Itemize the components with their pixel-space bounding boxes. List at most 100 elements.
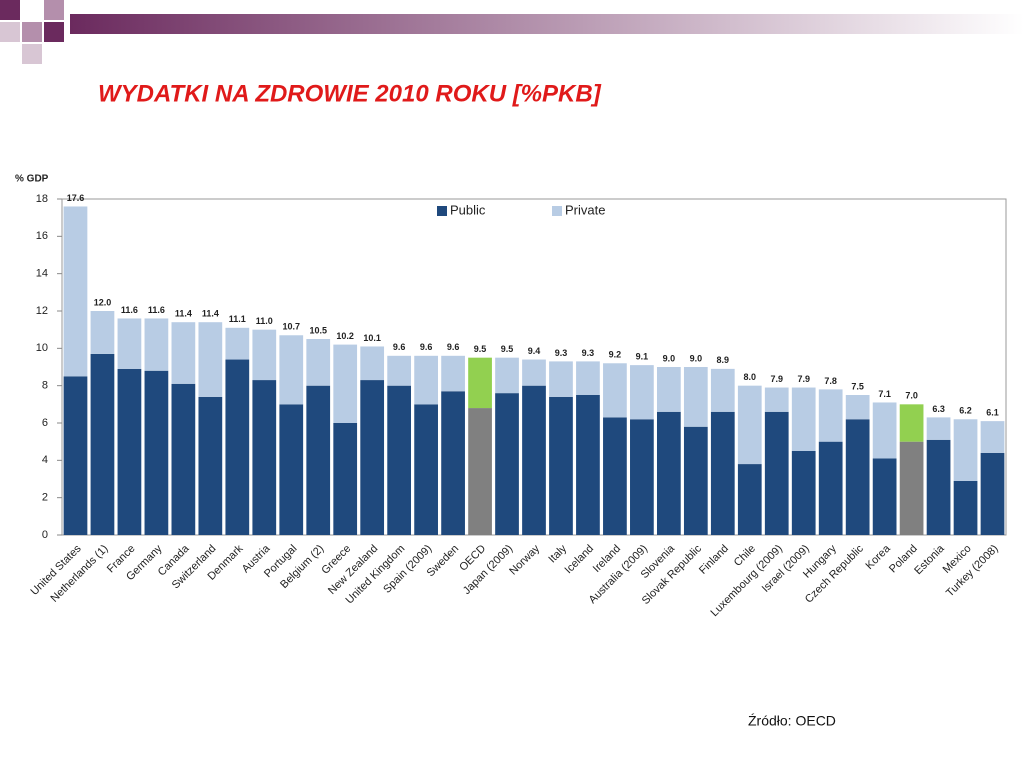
- data-label: 17.6: [67, 193, 85, 203]
- data-label: 7.1: [878, 389, 891, 399]
- bar-segment: [603, 417, 627, 535]
- data-label: 9.6: [420, 342, 433, 352]
- legend-swatch: [437, 206, 447, 216]
- bar-segment: [845, 395, 870, 420]
- bar-segment: [791, 451, 816, 535]
- bar-segment: [279, 404, 304, 535]
- bar-segment: [90, 353, 115, 535]
- bar-segment: [872, 458, 897, 535]
- logo-squares: [0, 0, 64, 64]
- bar-segment: [818, 389, 843, 442]
- bar-segment: [656, 367, 681, 412]
- bar-segment: [468, 357, 492, 409]
- bar-segment: [495, 357, 519, 394]
- data-label: 11.6: [121, 305, 138, 315]
- header-bar: [70, 14, 1024, 34]
- bar-segment: [144, 370, 169, 535]
- bar-segment: [818, 441, 843, 535]
- bar-segment: [656, 411, 681, 535]
- bar-segment: [144, 318, 169, 371]
- y-tick-label: 12: [36, 305, 48, 317]
- bar-segment: [980, 421, 1005, 453]
- bar-segment: [953, 419, 978, 481]
- data-label: 9.5: [501, 344, 514, 354]
- bar-segment: [279, 335, 304, 405]
- data-label: 7.8: [824, 376, 837, 386]
- data-label: 9.6: [393, 342, 406, 352]
- bar-segment: [710, 411, 735, 535]
- bar-segment: [333, 423, 358, 535]
- data-label: 8.0: [744, 372, 757, 382]
- data-label: 9.0: [663, 353, 676, 363]
- bar-segment: [603, 363, 627, 418]
- data-label: 9.4: [528, 346, 541, 356]
- bar-segment: [441, 355, 465, 392]
- bar-segment: [117, 368, 142, 535]
- data-label: 9.1: [636, 352, 649, 362]
- bar-segment: [225, 359, 250, 535]
- data-label: 10.7: [282, 322, 300, 332]
- source: Źródło: OECD: [748, 713, 836, 729]
- legend-label: Private: [565, 202, 605, 217]
- data-label: 10.5: [309, 325, 327, 335]
- y-tick-label: 16: [36, 230, 48, 242]
- data-label: 10.2: [336, 331, 354, 341]
- legend-swatch: [552, 206, 562, 216]
- bar-segment: [414, 355, 438, 405]
- bar-segment: [549, 396, 573, 535]
- bar-segment: [845, 419, 870, 535]
- bar-segment: [90, 311, 115, 354]
- y-tick-label: 8: [42, 380, 48, 392]
- bar-segment: [926, 439, 951, 535]
- data-label: 11.6: [148, 305, 165, 315]
- bar-segment: [360, 380, 385, 535]
- bar-segment: [630, 365, 654, 420]
- x-tick-label: Norway: [507, 542, 542, 577]
- bar-segment: [63, 206, 88, 377]
- legend-label: Public: [450, 202, 486, 217]
- bar-segment: [360, 346, 385, 381]
- bar-segment: [764, 411, 789, 535]
- bar-segment: [495, 393, 519, 535]
- x-tick-label: Italy: [546, 542, 569, 565]
- bar-segment: [899, 441, 924, 535]
- bar-segment: [117, 318, 142, 369]
- data-label: 11.1: [229, 314, 246, 324]
- y-tick-label: 10: [36, 342, 48, 354]
- bar-segment: [710, 368, 735, 412]
- data-label: 11.4: [202, 309, 219, 319]
- bar-segment: [737, 385, 762, 465]
- data-label: 11.0: [256, 316, 273, 326]
- bar-segment: [872, 402, 897, 459]
- bar-segment: [414, 404, 438, 535]
- bar-segment: [683, 367, 708, 427]
- bar-segment: [980, 452, 1005, 535]
- bar-segment: [306, 385, 331, 535]
- y-axis-label: % GDP: [15, 174, 49, 185]
- bar-segment: [630, 419, 654, 535]
- bar-segment: [953, 480, 978, 535]
- bar-segment: [764, 387, 789, 412]
- x-tick-label: Estonia: [912, 542, 947, 577]
- bar-segment: [926, 417, 951, 440]
- bar-segment: [252, 380, 277, 535]
- bar-segment: [171, 383, 196, 535]
- y-tick-label: 4: [42, 454, 48, 466]
- data-label: 9.3: [582, 348, 595, 358]
- bar-segment: [522, 385, 546, 535]
- data-label: 7.5: [851, 381, 864, 391]
- bar-segment: [441, 391, 465, 535]
- bar-segment: [306, 339, 331, 386]
- bar-segment: [333, 344, 358, 423]
- bar-segment: [737, 464, 762, 535]
- bar-segment: [171, 322, 196, 384]
- bar-segment: [387, 355, 412, 386]
- y-tick-label: 6: [42, 417, 48, 429]
- data-label: 9.6: [447, 342, 460, 352]
- bar-segment: [225, 327, 250, 360]
- data-label: 8.9: [717, 355, 730, 365]
- data-label: 10.1: [363, 333, 381, 343]
- slide-title: WYDATKI NA ZDROWIE 2010 ROKU [%PKB]: [98, 80, 602, 107]
- data-label: 12.0: [94, 297, 112, 307]
- bar-segment: [576, 395, 600, 535]
